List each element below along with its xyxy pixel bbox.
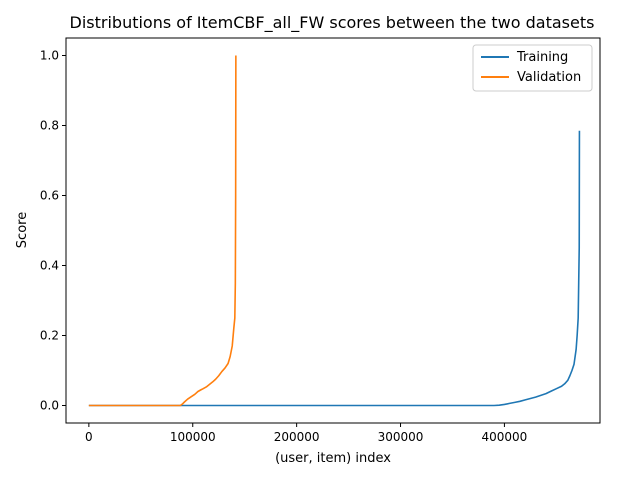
series-line-training — [88, 130, 581, 407]
series-lines — [88, 55, 581, 407]
x-tick-label: 200000 — [274, 430, 320, 444]
y-tick-label: 0.2 — [40, 329, 59, 343]
series-line-validation — [88, 55, 237, 407]
x-tick-label: 300000 — [378, 430, 424, 444]
y-tick-label: 1.0 — [40, 49, 59, 63]
chart-title: Distributions of ItemCBF_all_FW scores b… — [70, 13, 595, 33]
y-axis-label: Score — [15, 212, 30, 248]
legend-label-training: Training — [516, 50, 568, 65]
y-axis-ticks: 0.0 0.2 0.4 0.6 0.8 1.0 — [40, 49, 66, 413]
y-tick-label: 0.6 — [40, 189, 59, 203]
legend-label-validation: Validation — [517, 70, 581, 85]
y-tick-label: 0.0 — [40, 399, 59, 413]
y-tick-label: 0.4 — [40, 259, 59, 273]
x-tick-label: 100000 — [170, 430, 216, 444]
legend: Training Validation — [472, 44, 593, 92]
plot-area — [66, 38, 600, 423]
x-tick-label: 0 — [85, 430, 93, 444]
x-axis-ticks: 0 100000 200000 300000 400000 — [85, 423, 527, 444]
plot-frame-border — [65, 37, 601, 424]
x-tick-label: 400000 — [482, 430, 528, 444]
x-axis-label: (user, item) index — [275, 451, 391, 466]
y-tick-label: 0.8 — [40, 119, 59, 133]
